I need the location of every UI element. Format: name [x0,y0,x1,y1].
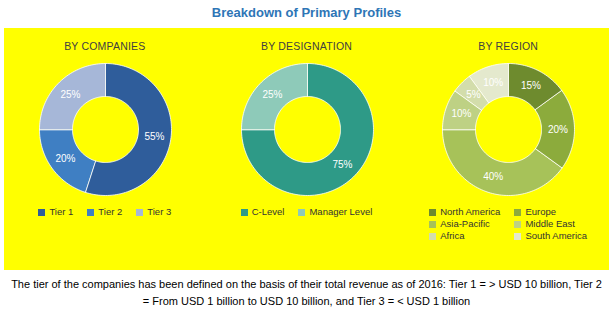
html-text:Tier 2: Tier 2 [98,206,123,217]
html-text:Europe: Europe [525,206,556,217]
html-text:Asia-Pacific: Asia-Pacific [440,218,490,229]
svg-text:20%: 20% [55,153,75,164]
svg-text:55%: 55% [144,131,164,142]
svg-text:10%: 10% [452,108,472,119]
html-text:South America: South America [525,230,588,241]
html-text:Middle East: Middle East [525,218,575,229]
html-text:The tier of the companies has: The tier of the companies has been defin… [11,278,602,307]
svg-text:25%: 25% [60,89,80,100]
html-text:Manager Level: Manager Level [309,206,373,217]
html-text:BY REGION: BY REGION [478,40,539,52]
svg-text:15%: 15% [521,80,541,91]
svg-text:10%: 10% [483,77,503,88]
html-text:Tier 3: Tier 3 [147,206,172,217]
html-text:C-Level: C-Level [251,206,285,217]
svg-text:25%: 25% [262,89,282,100]
svg-text:75%: 75% [332,159,352,170]
html-text:North America: North America [440,206,501,217]
svg-text:20%: 20% [548,124,568,135]
html-text:Tier 1: Tier 1 [49,206,74,217]
html-text:Africa: Africa [440,230,465,241]
svg-text:40%: 40% [483,171,503,182]
html-text:BY DESIGNATION: BY DESIGNATION [261,40,353,52]
html-text:Breakdown of Primary Profiles: Breakdown of Primary Profiles [211,5,402,20]
html-text:BY COMPANIES: BY COMPANIES [64,40,146,52]
svg-text:5%: 5% [466,89,481,100]
